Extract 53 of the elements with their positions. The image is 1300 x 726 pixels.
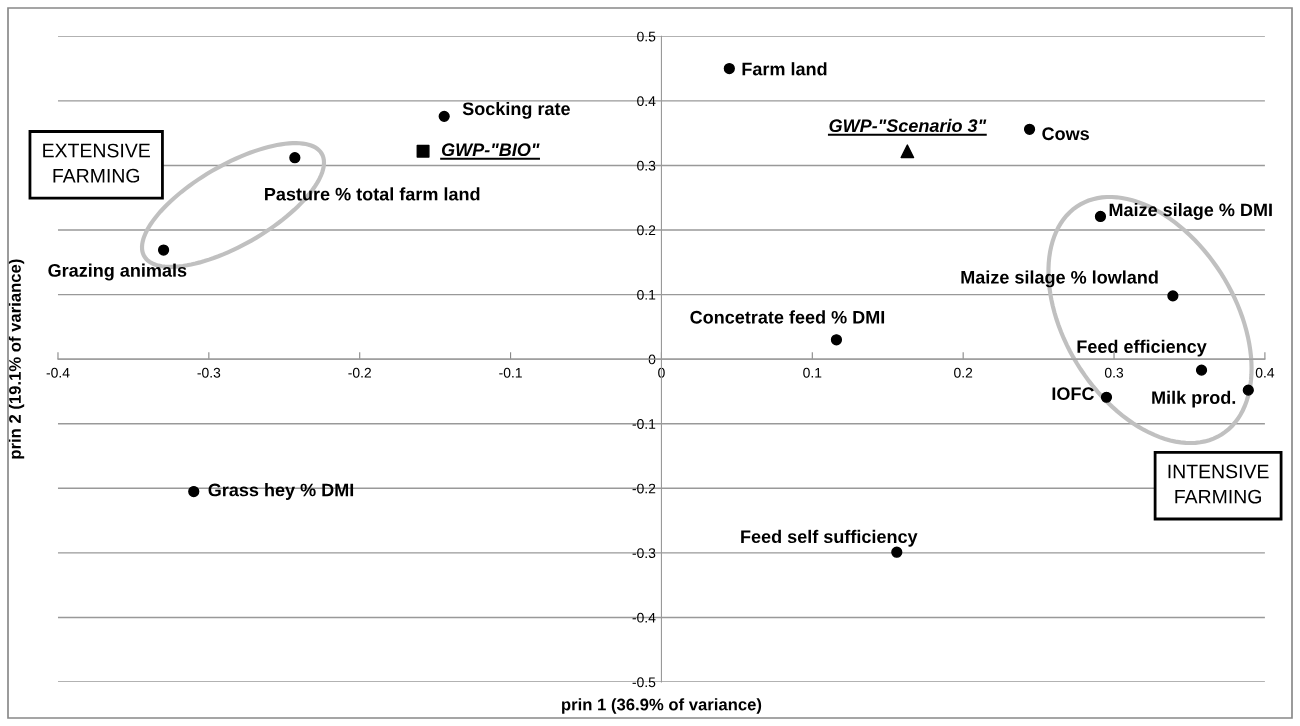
annotation: EXTENSIVE FARMING xyxy=(43,143,150,183)
point xyxy=(188,485,200,498)
series-label: GWP-"BIO" xyxy=(441,143,540,157)
annotation: Socking rate xyxy=(462,101,570,119)
point xyxy=(438,110,450,122)
point xyxy=(1094,210,1107,223)
point xyxy=(900,144,915,159)
annotation: Maize silage % lowland xyxy=(961,270,1158,288)
x-tick-label: 0.2 xyxy=(954,367,973,378)
annotation: Grass hey % DMI xyxy=(208,483,354,500)
annotation: Farm land xyxy=(742,62,827,76)
annotation: Pasture % total farm land xyxy=(265,187,480,201)
y-tick-label: -0.3 xyxy=(632,548,656,559)
annotation: Feed self sufficiency xyxy=(741,529,918,547)
y-tick-label: -0.4 xyxy=(632,612,656,623)
point xyxy=(1242,384,1254,396)
x-tick-label: -0.4 xyxy=(46,367,70,378)
y-tick-label: -0.5 xyxy=(632,677,656,688)
y-tick-label: -0.2 xyxy=(632,483,656,494)
x-tick-label: 0.1 xyxy=(803,367,822,378)
annotation: Concetrate feed % DMI xyxy=(690,310,885,324)
point xyxy=(289,152,301,164)
annotation: Grazing animals xyxy=(48,263,187,281)
y-tick-label: -0.1 xyxy=(632,419,656,429)
annotation: Maize silage % DMI xyxy=(1109,203,1272,220)
point xyxy=(891,546,903,558)
y-tick-label: 0.3 xyxy=(637,160,656,171)
x-tick-label: 0.4 xyxy=(1255,367,1275,378)
y-tick-label: 0 xyxy=(648,354,656,365)
point xyxy=(1167,290,1179,302)
point xyxy=(1100,391,1113,403)
annotation: Feed efficiency xyxy=(1077,339,1207,357)
y-tick-label: 0.1 xyxy=(637,289,656,300)
point xyxy=(830,334,843,346)
y-tick-label: 0.4 xyxy=(637,96,656,107)
annotation: IOFC xyxy=(1052,387,1094,401)
x-tick-label: -0.3 xyxy=(197,367,221,378)
annotation: Milk prod. xyxy=(1152,390,1236,408)
point xyxy=(416,144,430,158)
y-axis-title: prin 2 (19.1% of variance) xyxy=(8,259,25,459)
x-tick-label: -0.1 xyxy=(499,367,522,378)
point xyxy=(1023,123,1036,135)
annotation: INTENSIVE FARMING xyxy=(1168,464,1269,504)
point xyxy=(157,244,170,256)
annotation: Cows xyxy=(1042,127,1089,141)
y-tick-label: 0.5 xyxy=(637,31,656,42)
y-tick-label: 0.2 xyxy=(637,225,656,236)
point xyxy=(723,62,735,75)
point xyxy=(1195,364,1208,376)
x-tick-label: 0.3 xyxy=(1104,367,1124,378)
series-label: GWP-"Scenario 3" xyxy=(829,118,987,133)
x-axis-title: prin 1 (36.9% of variance) xyxy=(562,698,762,714)
x-tick-label: -0.2 xyxy=(348,367,371,378)
